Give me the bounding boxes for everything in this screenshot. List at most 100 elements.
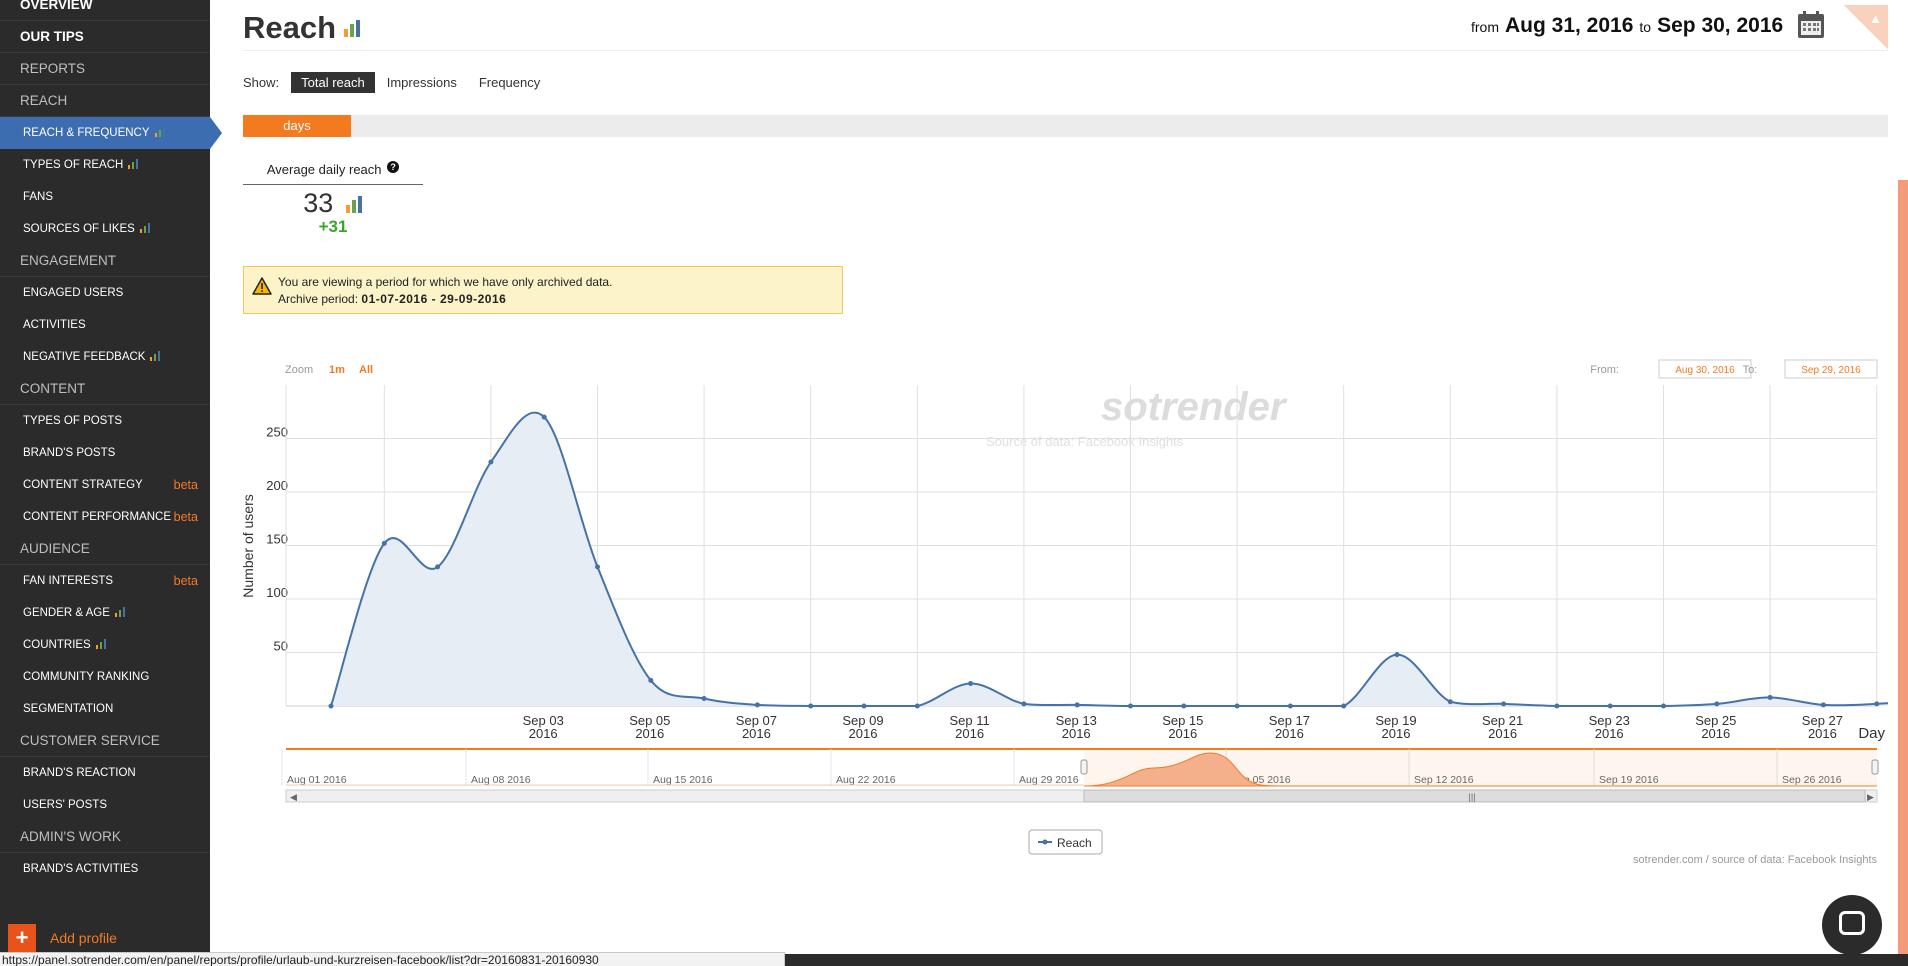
- sidebar-item-countries[interactable]: COUNTRIES: [0, 629, 210, 661]
- reach-data-point[interactable]: [1287, 703, 1293, 709]
- page-scrollbar[interactable]: [1898, 180, 1908, 954]
- range-to-input[interactable]: [1784, 359, 1878, 379]
- sidebar-item-brand-s-reaction[interactable]: BRAND'S REACTION: [0, 757, 210, 789]
- average-daily-reach-kpi: Average daily reach ? 33 +31: [243, 155, 423, 237]
- kpi-delta: +31: [318, 217, 348, 236]
- zoom-1m-button[interactable]: 1m: [329, 364, 345, 376]
- reach-data-point[interactable]: [648, 677, 654, 683]
- reach-data-point[interactable]: [1874, 701, 1880, 707]
- calendar-icon[interactable]: [1796, 10, 1826, 40]
- x-tick-year: 2016: [742, 726, 771, 741]
- from-date[interactable]: Aug 31, 2016: [1505, 14, 1634, 37]
- sidebar-item-engaged-users[interactable]: ENGAGED USERS: [0, 277, 210, 309]
- add-profile-button[interactable]: + Add profile: [8, 924, 117, 952]
- sidebar-item-activities[interactable]: ACTIVITIES: [0, 309, 210, 341]
- sidebar-item-label: ENGAGED USERS: [23, 287, 124, 299]
- sidebar-item-brand-s-posts[interactable]: BRAND'S POSTS: [0, 437, 210, 469]
- y-tick-label: 150: [266, 532, 288, 547]
- reach-data-point[interactable]: [1501, 701, 1507, 707]
- sidebar-item-reach-frequency[interactable]: REACH & FREQUENCY: [0, 117, 222, 149]
- navigator-scrollbar-thumb[interactable]: [1083, 789, 1866, 803]
- chart-bars-icon: [154, 127, 165, 137]
- bottom-strip: [785, 954, 1908, 966]
- sidebar-item-label: OVERVIEW: [20, 0, 93, 12]
- warning-line-2: Archive period: 01-07-2016 - 29-09-2016: [278, 291, 612, 308]
- show-frequency-button[interactable]: Frequency: [478, 75, 541, 90]
- archive-period-label: Archive period:: [278, 292, 359, 306]
- legend-item-reach[interactable]: [1028, 829, 1103, 855]
- reach-data-point[interactable]: [1820, 702, 1826, 708]
- reach-data-point[interactable]: [488, 459, 494, 465]
- sidebar-item-fan-interests[interactable]: FAN INTERESTS beta: [0, 565, 210, 597]
- sidebar-item-label: COUNTRIES: [23, 639, 91, 651]
- reach-data-point[interactable]: [1021, 701, 1027, 707]
- reach-data-point[interactable]: [914, 703, 920, 709]
- reach-data-point[interactable]: [328, 703, 334, 709]
- sidebar-item-label: ADMIN'S WORK: [20, 829, 121, 844]
- navigator-series: [1083, 752, 1877, 787]
- sidebar-item-content-performance[interactable]: CONTENT PERFORMANCE beta: [0, 501, 210, 533]
- show-impressions-button[interactable]: Impressions: [386, 75, 457, 90]
- reach-data-point[interactable]: [701, 696, 707, 702]
- reach-data-point[interactable]: [1447, 699, 1453, 705]
- range-from-input[interactable]: [1658, 359, 1752, 379]
- sidebar-section-engagement: ENGAGEMENT: [0, 245, 210, 277]
- chat-button[interactable]: [1822, 895, 1882, 955]
- navigator-label: Aug 08 2016: [471, 774, 531, 786]
- x-tick-year: 2016: [529, 726, 558, 741]
- sidebar-item-label: ENGAGEMENT: [20, 253, 117, 268]
- navigator-left-handle[interactable]: [1080, 759, 1088, 775]
- sidebar-item-types-of-reach[interactable]: TYPES OF REACH: [0, 149, 210, 181]
- sidebar-item-content-strategy[interactable]: CONTENT STRATEGY beta: [0, 469, 210, 501]
- to-date[interactable]: Sep 30, 2016: [1657, 14, 1784, 37]
- days-tab[interactable]: days: [243, 115, 351, 137]
- x-tick-year: 2016: [849, 726, 878, 741]
- scroll-left-arrow-icon[interactable]: ◀: [290, 792, 297, 802]
- help-icon[interactable]: ?: [387, 161, 400, 173]
- reach-data-point[interactable]: [435, 564, 441, 570]
- reach-data-point[interactable]: [1181, 703, 1187, 709]
- sidebar-section-admin-s-work: ADMIN'S WORK: [0, 821, 210, 853]
- reach-data-point[interactable]: [1074, 702, 1080, 708]
- warning-icon: [252, 277, 272, 295]
- sidebar-section-overview[interactable]: OVERVIEW: [0, 0, 210, 21]
- reach-data-point[interactable]: [1554, 703, 1560, 709]
- sidebar-item-label: BRAND'S ACTIVITIES: [23, 863, 139, 875]
- sidebar-section-reports: REPORTS: [0, 53, 210, 85]
- reach-data-point[interactable]: [1341, 703, 1347, 709]
- sidebar-section-our-tips[interactable]: OUR TIPS: [0, 21, 210, 53]
- show-total-reach-button[interactable]: Total reach: [291, 72, 375, 93]
- reach-data-point[interactable]: [1128, 703, 1133, 709]
- navigator-right-handle[interactable]: [1871, 759, 1879, 775]
- reach-data-point[interactable]: [1607, 703, 1613, 709]
- reach-data-point[interactable]: [595, 564, 600, 570]
- sidebar-item-brand-s-activities[interactable]: BRAND'S ACTIVITIES: [0, 853, 210, 885]
- sidebar-item-label: NEGATIVE FEEDBACK: [23, 351, 146, 363]
- reach-data-point[interactable]: [1714, 701, 1720, 707]
- chart-bars-icon: [114, 607, 125, 617]
- reach-data-point[interactable]: [541, 414, 547, 420]
- reach-data-point[interactable]: [1661, 703, 1666, 709]
- reach-data-point[interactable]: [1767, 694, 1773, 700]
- x-tick-label: Sep 21: [1482, 713, 1523, 728]
- reach-data-point[interactable]: [754, 702, 760, 708]
- sidebar-item-gender-age[interactable]: GENDER & AGE: [0, 597, 210, 629]
- reach-data-point[interactable]: [861, 703, 867, 709]
- scroll-right-arrow-icon[interactable]: ▶: [1867, 792, 1874, 802]
- sidebar-item-sources-of-likes[interactable]: SOURCES OF LIKES: [0, 213, 210, 245]
- sidebar-item-negative-feedback[interactable]: NEGATIVE FEEDBACK: [0, 341, 210, 373]
- sidebar-item-fans[interactable]: FANS: [0, 181, 210, 213]
- sidebar-item-community-ranking[interactable]: COMMUNITY RANKING: [0, 661, 210, 693]
- chart-bars-icon[interactable]: [345, 195, 363, 213]
- sidebar-item-users-posts[interactable]: USERS' POSTS: [0, 789, 210, 821]
- zoom-all-button[interactable]: All: [359, 364, 373, 376]
- reach-data-point[interactable]: [1234, 703, 1240, 709]
- reach-data-point[interactable]: [968, 681, 974, 687]
- reach-data-point[interactable]: [1394, 652, 1400, 658]
- sidebar-item-segmentation[interactable]: SEGMENTATION: [0, 693, 210, 725]
- sidebar-item-types-of-posts[interactable]: TYPES OF POSTS: [0, 405, 210, 437]
- reach-data-point[interactable]: [808, 703, 814, 709]
- range-from-value: Aug 30, 2016: [1675, 365, 1735, 376]
- graduation-cap-icon[interactable]: ▲: [1844, 5, 1888, 49]
- reach-data-point[interactable]: [381, 540, 387, 546]
